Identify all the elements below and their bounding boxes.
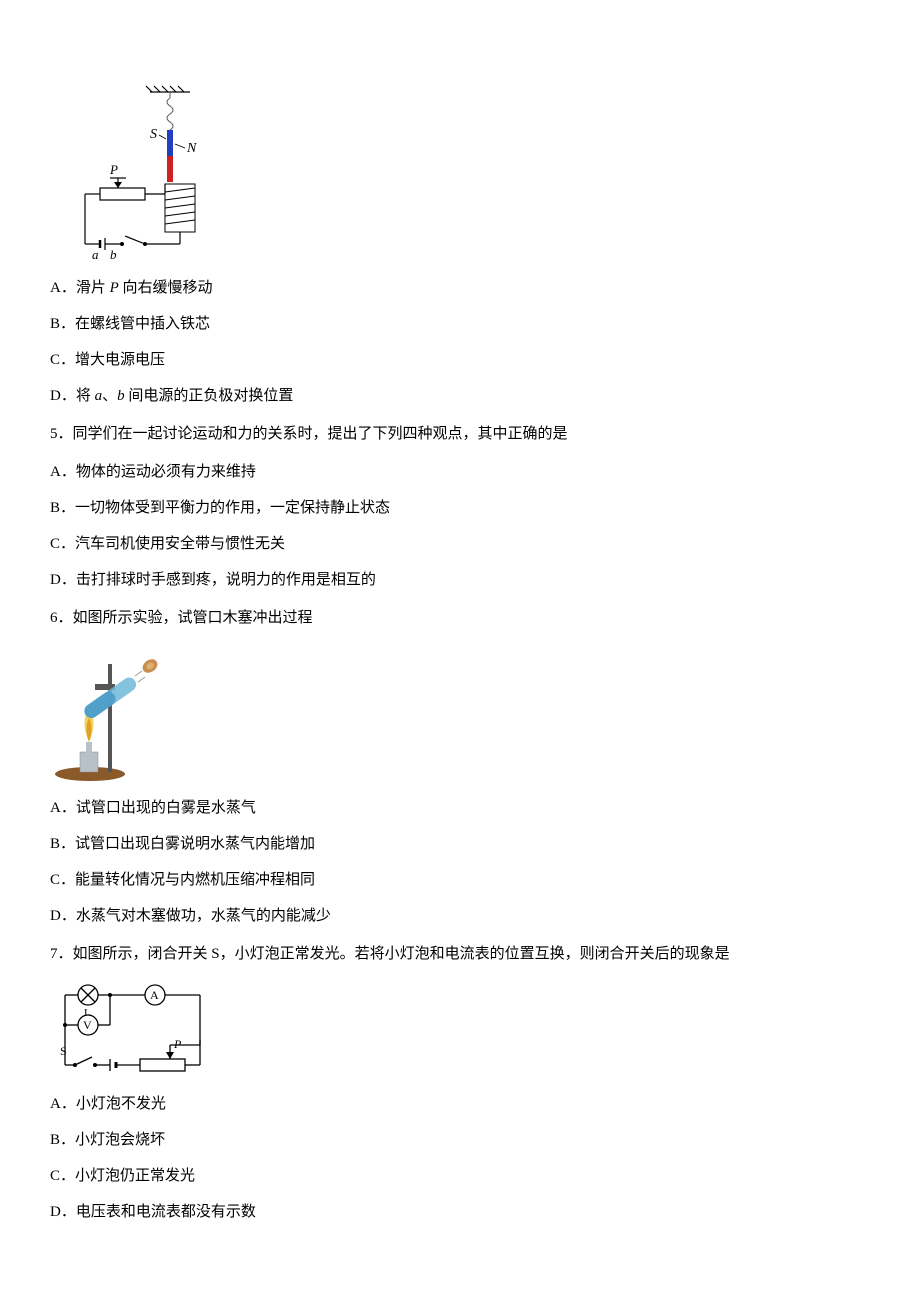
q6-option-a: A．试管口出现的白雾是水蒸气 [50,796,870,820]
q7-figure: L A V S [50,980,870,1080]
svg-text:a: a [92,247,99,262]
q6-stem: 6．如图所示实验，试管口木塞冲出过程 [50,606,870,630]
svg-text:N: N [186,141,197,156]
q5-option-b: B．一切物体受到平衡力的作用，一定保持静止状态 [50,496,870,520]
q4-figure: S N a b [50,84,870,264]
q7-stem: 7．如图所示，闭合开关 S，小灯泡正常发光。若将小灯泡和电流表的位置互换，则闭合… [50,942,870,966]
q7-option-d: D．电压表和电流表都没有示数 [50,1200,870,1224]
q6-option-c: C．能量转化情况与内燃机压缩冲程相同 [50,868,870,892]
q7-option-a: A．小灯泡不发光 [50,1092,870,1116]
q7-option-c: C．小灯泡仍正常发光 [50,1164,870,1188]
q6-option-b: B．试管口出现白雾说明水蒸气内能增加 [50,832,870,856]
q5-stem: 5．同学们在一起讨论运动和力的关系时，提出了下列四种观点，其中正确的是 [50,422,870,446]
q5-option-d: D．击打排球时手感到疼，说明力的作用是相互的 [50,568,870,592]
q5-option-c: C．汽车司机使用安全带与惯性无关 [50,532,870,556]
svg-text:V: V [83,1018,92,1032]
q4-option-b: B．在螺线管中插入铁芯 [50,312,870,336]
symbol-b: b [117,388,125,404]
svg-text:b: b [110,247,117,262]
q4-option-c: C．增大电源电压 [50,348,870,372]
svg-text:P: P [109,162,118,177]
svg-text:S: S [60,1044,67,1058]
q7-option-b: B．小灯泡会烧坏 [50,1128,870,1152]
svg-text:P: P [173,1037,182,1051]
q4-option-d: D．将 a、b 间电源的正负极对换位置 [50,384,870,408]
q6-figure [50,644,870,784]
q5-option-a: A．物体的运动必须有力来维持 [50,460,870,484]
svg-text:A: A [150,988,159,1002]
q4-option-a: A．滑片 P 向右缓慢移动 [50,276,870,300]
symbol-a: a [95,388,103,404]
q6-option-d: D．水蒸气对木塞做功，水蒸气的内能减少 [50,904,870,928]
symbol-P: P [110,280,119,296]
svg-text:S: S [150,127,157,142]
